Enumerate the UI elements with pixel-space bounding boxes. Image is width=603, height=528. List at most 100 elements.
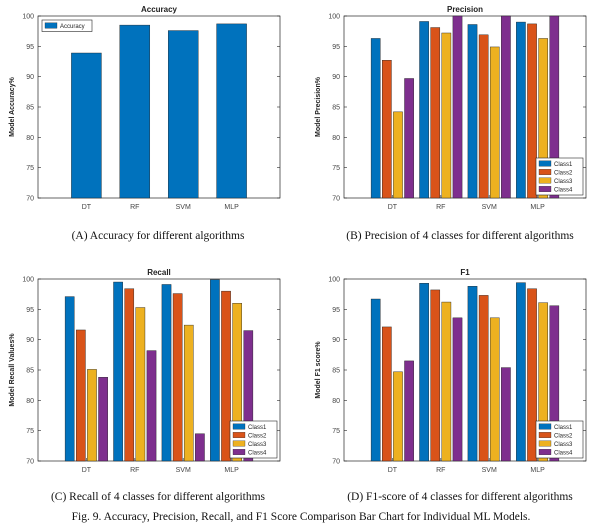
x-tick-label: DT [388, 204, 398, 211]
x-tick-label: RF [130, 204, 139, 211]
legend-label: Class1 [554, 162, 573, 168]
y-tick-label: 75 [26, 165, 34, 172]
bar-dt-class4 [404, 78, 414, 199]
bar-rf-class4 [146, 350, 157, 462]
bar-svm-accuracy [167, 30, 199, 199]
legend-label: Class4 [248, 451, 267, 457]
bar-svm-class4 [501, 367, 511, 462]
chart-title: Accuracy [141, 5, 178, 14]
x-tick-label: DT [82, 204, 92, 211]
chart-title: F1 [460, 268, 470, 277]
y-axis-label: Model F1 score% [315, 341, 322, 399]
bar-rf-class2 [430, 27, 441, 199]
bar-rf-class2 [124, 288, 135, 462]
y-tick-label: 90 [332, 337, 340, 344]
bar-rf-accuracy [119, 24, 151, 199]
legend-swatch [44, 22, 58, 29]
legend-swatch [232, 432, 246, 438]
charts-group: Accuracy 70 75 80 85 90 95 100 Model Accuracy% DT… [9, 5, 587, 503]
legend-label: Class4 [554, 451, 573, 457]
legend-label: Class3 [554, 442, 573, 448]
bar-mlp-class2 [221, 290, 231, 462]
bar-dt-class4 [404, 360, 414, 462]
y-tick-label: 80 [26, 398, 34, 405]
y-tick-label: 100 [22, 14, 34, 21]
bar-mlp-class1 [210, 279, 220, 462]
x-tick-label: SVM [176, 204, 191, 211]
panel-caption: (B) Precision of 4 classes for different… [346, 230, 574, 242]
x-tick-label: MLP [224, 467, 239, 474]
bar-svm-class4 [195, 433, 205, 462]
x-tick-label: MLP [530, 467, 545, 474]
bar-svm-class2 [478, 295, 489, 462]
x-tick-label: DT [388, 467, 398, 474]
bar-mlp-class4 [243, 330, 254, 462]
x-tick-label: RF [436, 467, 445, 474]
y-tick-label: 90 [26, 337, 34, 344]
legend-box [41, 19, 93, 32]
legend-label: Class2 [554, 434, 573, 440]
bar-dt-class1 [370, 298, 381, 462]
bar-mlp-class4 [549, 15, 560, 199]
legend-label: Class4 [554, 188, 573, 194]
bar-rf-class2 [430, 289, 441, 462]
y-tick-label: 100 [328, 277, 340, 284]
bar-dt-accuracy [71, 52, 102, 199]
y-tick-label: 90 [332, 74, 340, 81]
x-tick-label: SVM [176, 467, 191, 474]
bar-svm-class3 [489, 317, 500, 462]
y-tick-label: 70 [26, 459, 34, 466]
y-tick-label: 95 [332, 307, 340, 314]
y-tick-label: 90 [26, 74, 34, 81]
x-tick-label: MLP [224, 204, 239, 211]
y-tick-label: 75 [332, 165, 340, 172]
bar-rf-class1 [419, 283, 429, 462]
legend: Accuracy [41, 19, 93, 32]
legend-swatch [538, 423, 552, 430]
bar-dt-class2 [382, 326, 392, 462]
y-tick-label: 95 [26, 307, 34, 314]
y-tick-label: 85 [26, 105, 34, 112]
bar-mlp-class3 [232, 303, 242, 462]
x-tick-label: RF [436, 204, 445, 211]
bar-rf-class3 [441, 32, 452, 199]
bar-rf-class1 [419, 21, 429, 199]
x-tick-label: SVM [482, 204, 497, 211]
bar-svm-class1 [467, 24, 478, 199]
legend-label: Class2 [248, 434, 267, 440]
panel-caption: (C) Recall of 4 classes for different al… [51, 491, 266, 503]
bar-svm-class1 [467, 286, 478, 462]
legend-swatch [538, 432, 552, 438]
bar-rf-class1 [113, 281, 123, 462]
bar-dt-class1 [64, 296, 75, 462]
chart-panel-3: Recall 70 75 80 85 90 95 100 Model Recall Values… [9, 268, 281, 503]
chart-panel-4: F1 70 75 80 85 90 95 100 Model F1 score% DT RF SVM M… [315, 268, 587, 503]
bar-mlp-class2 [527, 23, 537, 199]
x-tick-label: DT [82, 467, 92, 474]
y-tick-label: 85 [332, 368, 340, 375]
bar-dt-class2 [382, 60, 392, 199]
x-tick-label: RF [130, 467, 139, 474]
legend-swatch [538, 160, 552, 167]
legend-swatch [538, 449, 552, 455]
legend-swatch [538, 186, 552, 192]
bar-dt-class2 [76, 329, 86, 462]
legend-swatch [232, 440, 246, 447]
y-tick-label: 100 [22, 277, 34, 284]
y-tick-label: 75 [26, 428, 34, 435]
chart-panel-2: Precision 70 75 80 85 90 95 100 Model Precision%… [315, 5, 587, 242]
figure-caption: Fig. 9. Accuracy, Precision, Recall, and… [72, 511, 531, 523]
legend-label: Accuracy [60, 24, 85, 30]
bar-mlp-class3 [538, 38, 548, 199]
y-tick-label: 80 [332, 398, 340, 405]
bar-rf-class3 [441, 301, 452, 462]
bar-dt-class4 [98, 377, 108, 462]
x-tick-label: MLP [530, 204, 545, 211]
y-tick-label: 85 [26, 368, 34, 375]
y-tick-label: 70 [332, 459, 340, 466]
bar-dt-class3 [393, 371, 403, 462]
legend-label: Class3 [554, 179, 573, 185]
panel-caption: (A) Accuracy for different algorithms [72, 230, 245, 242]
bar-svm-class4 [501, 15, 511, 199]
